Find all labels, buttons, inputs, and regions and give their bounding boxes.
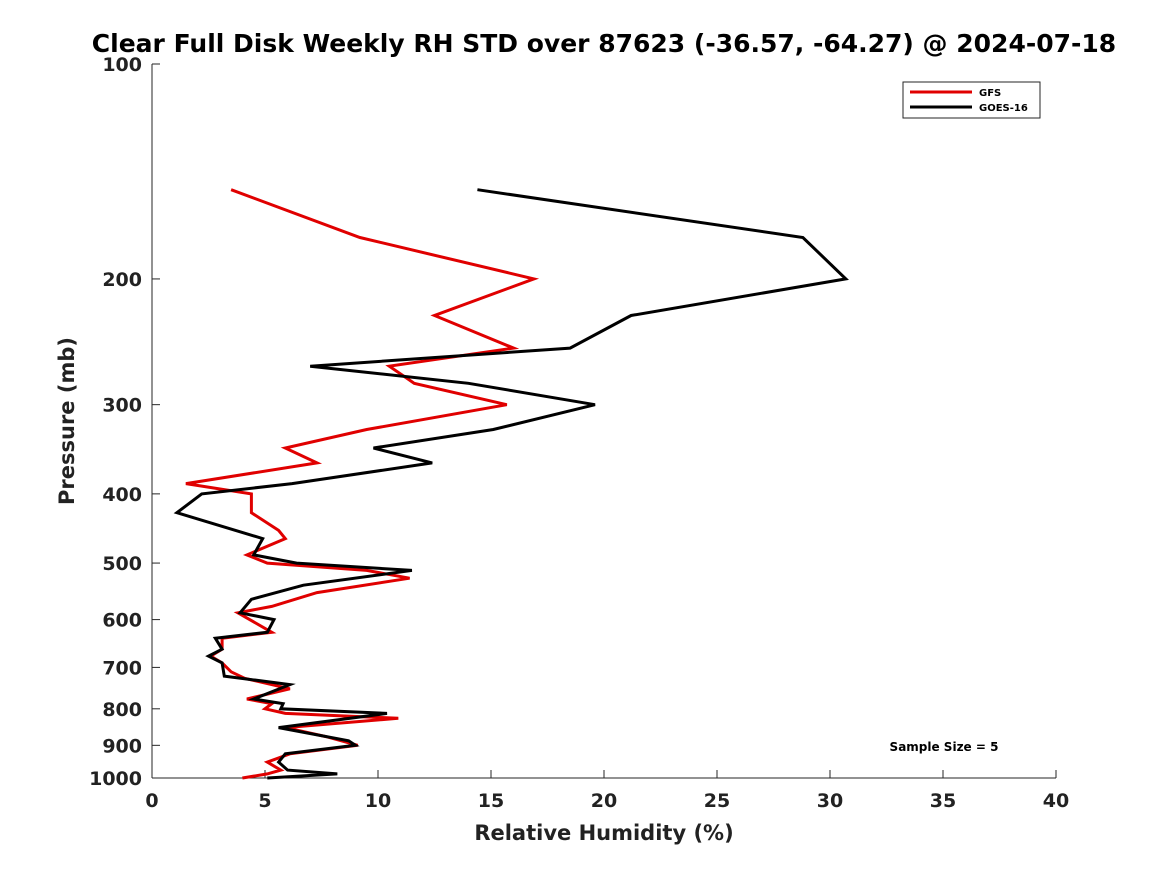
- x-tick-label: 40: [1043, 790, 1069, 812]
- legend: GFS GOES-16: [902, 81, 1041, 119]
- x-tick-label: 20: [591, 790, 617, 812]
- y-tick-label: 400: [102, 484, 142, 506]
- y-tick-label: 200: [102, 269, 142, 291]
- x-tick-label: 35: [930, 790, 956, 812]
- series-lines: [173, 188, 849, 780]
- x-tick-label: 5: [258, 790, 271, 812]
- legend-label: GFS: [979, 88, 1001, 99]
- y-axis-label: Pressure (mb): [55, 337, 79, 505]
- y-tick-label: 500: [102, 553, 142, 575]
- y-tick-label: 100: [102, 54, 142, 76]
- legend-label: GOES-16: [979, 103, 1028, 114]
- y-tick-label: 600: [102, 610, 142, 632]
- sample-size-annotation: Sample Size = 5: [890, 740, 999, 754]
- axes: 0 5 10 15 20 25 30 35 40 100 200 300 400 500 600 700 800…: [89, 54, 1069, 812]
- x-tick-label: 30: [817, 790, 843, 812]
- legend-box: [902, 81, 1041, 119]
- chart-title: Clear Full Disk Weekly RH STD over 87623…: [92, 29, 1116, 58]
- y-tick-label: 300: [102, 395, 142, 417]
- y-tick-label: 800: [102, 699, 142, 721]
- y-tick-label: 900: [102, 735, 142, 757]
- x-tick-label: 10: [365, 790, 391, 812]
- series-line-goes-16: [173, 188, 849, 780]
- series-line-gfs: [185, 188, 540, 780]
- x-tick-label: 15: [478, 790, 504, 812]
- y-tick-label: 700: [102, 657, 142, 679]
- x-axis-label: Relative Humidity (%): [474, 821, 733, 845]
- x-tick-label: 25: [704, 790, 730, 812]
- x-tick-label: 0: [145, 790, 158, 812]
- y-tick-label: 1000: [89, 768, 142, 790]
